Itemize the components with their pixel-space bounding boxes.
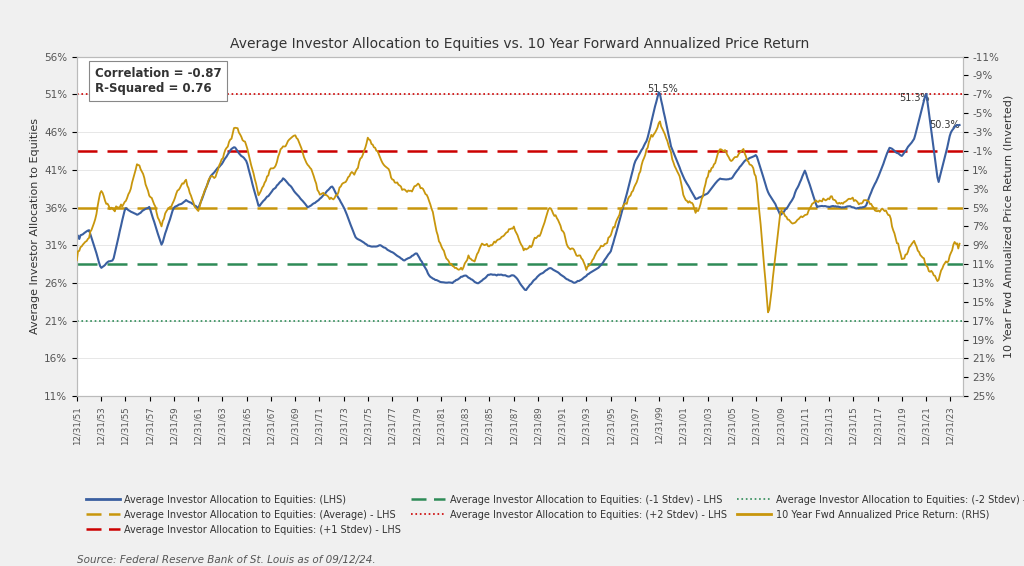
- Y-axis label: 10 Year Fwd Annualized Price Return (Inverted): 10 Year Fwd Annualized Price Return (Inv…: [1004, 95, 1014, 358]
- Legend: Average Investor Allocation to Equities: (LHS), Average Investor Allocation to E: Average Investor Allocation to Equities:…: [82, 491, 1024, 538]
- Text: Source: Federal Reserve Bank of St. Louis as of 09/12/24.: Source: Federal Reserve Bank of St. Loui…: [77, 555, 376, 565]
- Y-axis label: Average Investor Allocation to Equities: Average Investor Allocation to Equities: [30, 118, 40, 335]
- Text: 51.5%: 51.5%: [647, 84, 678, 94]
- Text: 51.3%: 51.3%: [899, 93, 930, 102]
- Title: Average Investor Allocation to Equities vs. 10 Year Forward Annualized Price Ret: Average Investor Allocation to Equities …: [230, 37, 809, 52]
- Text: 50.3%: 50.3%: [930, 121, 959, 130]
- Text: Correlation = -0.87
R-Squared = 0.76: Correlation = -0.87 R-Squared = 0.76: [94, 67, 221, 95]
